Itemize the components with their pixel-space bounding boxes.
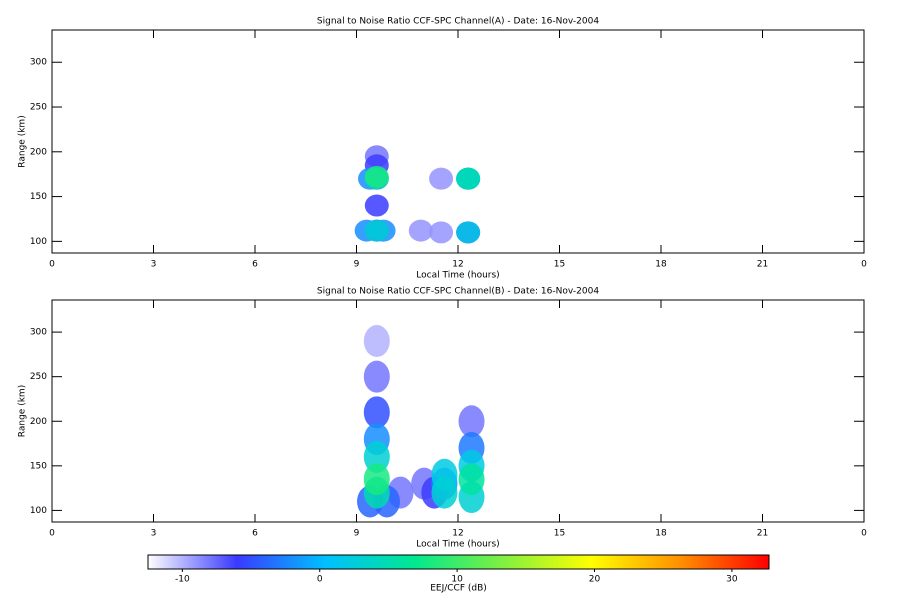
y-tick-label: 150 [30, 461, 47, 471]
x-tick-label: 21 [757, 260, 768, 270]
x-tick-label: 0 [49, 260, 55, 270]
x-tick-label: 3 [151, 529, 157, 539]
snr-cell [456, 167, 481, 190]
y-tick-label: 200 [30, 417, 47, 427]
snr-cell [408, 219, 433, 242]
x-tick-label: 0 [861, 529, 867, 539]
y-tick-label: 200 [30, 147, 47, 157]
x-tick-label: 12 [452, 260, 463, 270]
colorbar-label: EEJ/CCF (dB) [430, 584, 487, 594]
y-tick-label: 300 [30, 58, 47, 68]
snr-cell [363, 360, 390, 393]
snr-cell [431, 476, 458, 509]
y-axis-label: Range (km) [18, 115, 28, 167]
y-tick-label: 150 [30, 192, 47, 202]
y-tick-label: 300 [30, 328, 47, 338]
chart-title: Signal to Noise Ratio CCF-SPC Channel(A)… [317, 17, 599, 27]
colorbar-tick-label: 20 [589, 575, 601, 585]
snr-cell [364, 219, 389, 242]
cells [354, 145, 481, 244]
snr-cell [429, 221, 454, 244]
x-tick-label: 15 [554, 260, 565, 270]
y-tick-label: 250 [30, 103, 47, 113]
snr-cell [364, 194, 389, 217]
y-axis-label: Range (km) [18, 385, 28, 437]
snr-cell [456, 221, 481, 244]
x-tick-label: 21 [757, 529, 768, 539]
x-axis-label: Local Time (hours) [416, 540, 499, 550]
snr-cell [363, 463, 390, 496]
snr-cell [364, 165, 389, 188]
x-tick-label: 9 [354, 260, 360, 270]
colorbar-tick-label: -10 [175, 575, 190, 585]
x-tick-label: 12 [452, 529, 463, 539]
chart-title: Signal to Noise Ratio CCF-SPC Channel(B)… [317, 287, 599, 297]
snr-cell [458, 463, 485, 496]
colorbar-tick-label: 30 [726, 575, 738, 585]
snr-cell [363, 440, 390, 473]
snr-cell [458, 405, 485, 438]
x-tick-label: 0 [49, 529, 55, 539]
x-tick-label: 6 [252, 529, 258, 539]
y-tick-label: 100 [30, 506, 47, 516]
y-tick-label: 250 [30, 372, 47, 382]
snr-cell [363, 396, 390, 429]
x-tick-label: 15 [554, 529, 565, 539]
x-tick-label: 3 [151, 260, 157, 270]
x-tick-label: 18 [655, 529, 667, 539]
cells [357, 325, 485, 518]
x-tick-label: 18 [655, 260, 667, 270]
snr-cell [429, 167, 454, 190]
colorbar-tick-label: 10 [451, 575, 463, 585]
x-tick-label: 9 [354, 529, 360, 539]
snr-cell [363, 325, 390, 358]
y-tick-label: 100 [30, 237, 47, 247]
colorbar-tick-label: 0 [317, 575, 323, 585]
x-axis-label: Local Time (hours) [416, 271, 499, 281]
colorbar [147, 554, 770, 570]
x-tick-label: 0 [861, 260, 867, 270]
x-tick-label: 6 [252, 260, 258, 270]
